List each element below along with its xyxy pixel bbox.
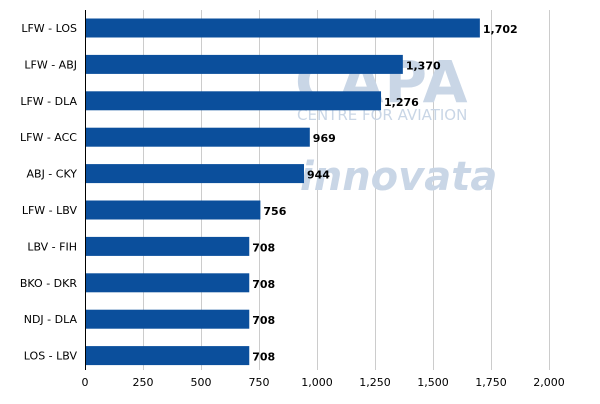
value-label: 708 [252, 278, 275, 291]
bar [86, 164, 305, 184]
x-tick-label: 500 [191, 376, 212, 389]
value-label: 708 [252, 351, 275, 364]
bar [86, 18, 480, 38]
category-label: LBV - FIH [27, 240, 77, 253]
value-label: 1,276 [384, 96, 419, 109]
category-label: NDJ - DLA [24, 313, 78, 326]
value-label: 944 [307, 169, 330, 182]
x-tick-label: 1,250 [359, 376, 391, 389]
value-label: 969 [313, 132, 336, 145]
x-tick-label: 1,000 [301, 376, 333, 389]
category-label: LFW - ABJ [24, 58, 77, 71]
innovata-watermark: innovata [300, 154, 497, 200]
x-tick-label: 750 [249, 376, 270, 389]
bar [86, 200, 261, 220]
bar [86, 309, 250, 329]
category-label: LFW - DLA [20, 95, 77, 108]
x-axis-tick-labels: 0 250 500 750 1,000 1,250 1,500 1,750 2,000 [82, 376, 565, 389]
capa-subtitle-watermark: CENTRE FOR AVIATION [297, 106, 467, 124]
value-label: 1,702 [483, 23, 518, 36]
x-tick-label: 2,000 [533, 376, 565, 389]
category-label: LFW - LBV [22, 204, 78, 217]
bar [86, 346, 250, 366]
bar [86, 273, 250, 293]
value-label: 708 [252, 314, 275, 327]
x-tick-label: 1,750 [475, 376, 507, 389]
bar [86, 91, 382, 111]
value-label: 708 [252, 241, 275, 254]
category-label: LFW - LOS [21, 22, 77, 35]
bar [86, 54, 403, 74]
x-tick-label: 250 [133, 376, 154, 389]
x-tick-label: 1,500 [417, 376, 449, 389]
watermark-group: CAPA CENTRE FOR AVIATION innovata [295, 48, 497, 200]
value-label: 1,370 [406, 59, 441, 72]
bars [86, 18, 480, 366]
x-tick-label: 0 [82, 376, 89, 389]
bar [86, 127, 310, 147]
value-labels: 1,702 1,370 1,276 969 944 756 708 708 708 708 [252, 23, 517, 364]
bar [86, 236, 250, 256]
category-label: LFW - ACC [20, 131, 77, 144]
value-label: 756 [263, 205, 286, 218]
category-label: LOS - LBV [24, 350, 78, 363]
category-label: BKO - DKR [20, 277, 77, 290]
category-labels: LFW - LOS LFW - ABJ LFW - DLA LFW - ACC ABJ … [20, 22, 78, 363]
category-label: ABJ - CKY [27, 168, 78, 181]
